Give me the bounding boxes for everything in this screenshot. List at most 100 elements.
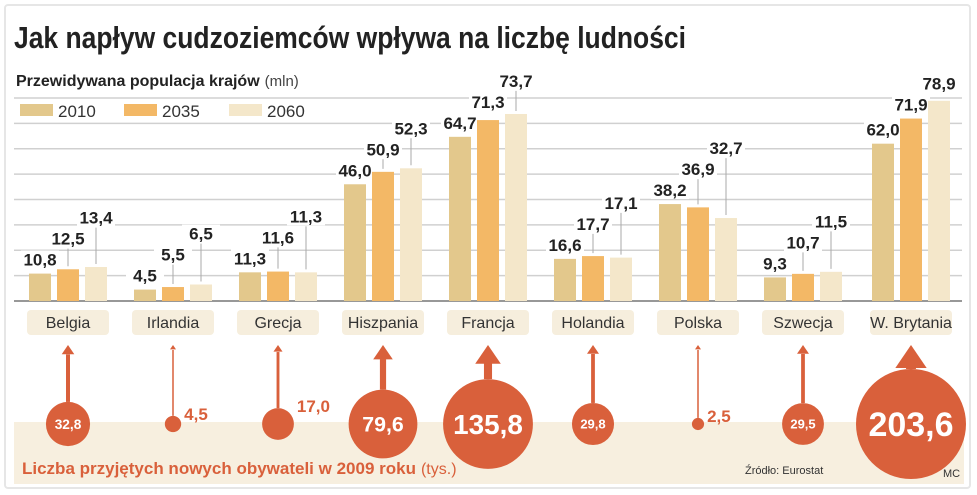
- legend-label: 2035: [162, 102, 200, 121]
- group-holandia: 16,6 17,7 17,1 Holandia: [546, 193, 640, 335]
- label-bg: [182, 224, 220, 243]
- label-bg: [864, 120, 902, 139]
- label-bg: [392, 119, 430, 138]
- arrow-up-icon: [587, 345, 599, 354]
- arrow-up-icon: [895, 345, 927, 368]
- bar-2060: [295, 272, 317, 301]
- bubble-title: Liczba przyjętych nowych obywateli w 200…: [22, 459, 457, 478]
- bar-value-label: 64,7: [443, 114, 476, 133]
- bubble-circle: [571, 402, 615, 446]
- category-box: [237, 310, 319, 335]
- chart-subtitle: Przewidywana populacja krajów (mln): [16, 73, 299, 90]
- bubble-w-brytania: 203,6: [856, 345, 966, 479]
- bar-value-label: 11,5: [815, 212, 847, 231]
- bar-value-label: 78,9: [922, 75, 955, 94]
- bar-value-label: 11,6: [262, 228, 294, 247]
- chart-frame: [4, 4, 971, 489]
- legend-swatch-2035: [124, 104, 157, 116]
- category-label: Grecja: [254, 315, 301, 332]
- group-w-brytania: 62,0 71,9 78,9 W. Brytania: [864, 74, 958, 335]
- category-box: [552, 310, 634, 335]
- category-box: [870, 310, 952, 335]
- bar-value-label: 36,9: [681, 160, 714, 179]
- legend-label: 2010: [58, 102, 96, 121]
- bar-2010: [872, 143, 894, 301]
- bar-2010: [344, 184, 366, 301]
- arrow-up-icon: [170, 345, 176, 350]
- label-bg: [364, 140, 402, 159]
- label-bg: [546, 235, 584, 254]
- bar-2060: [715, 218, 737, 301]
- bar-value-label: 17,1: [604, 194, 637, 213]
- category-box: [657, 310, 739, 335]
- bar-2060: [190, 284, 212, 301]
- bubble-francja: 135,8: [443, 345, 533, 469]
- group-polska: 38,2 36,9 32,7 Polska: [651, 139, 745, 335]
- group-francja: 64,7 71,3 73,7 Francja: [441, 71, 535, 335]
- bar-2060: [610, 257, 632, 301]
- bar-value-label: 46,0: [338, 161, 371, 180]
- label-bg: [77, 208, 115, 227]
- label-bg: [154, 245, 192, 264]
- bar-2010: [659, 204, 681, 301]
- label-bg: [469, 92, 507, 111]
- label-bg: [679, 160, 717, 179]
- bar-2060: [400, 168, 422, 301]
- bubble-value: 17,0: [297, 397, 330, 416]
- bar-2060: [928, 100, 950, 301]
- bar-value-label: 11,3: [234, 249, 266, 268]
- legend-swatch-2060: [229, 104, 262, 116]
- bubble-value: 29,5: [790, 417, 815, 432]
- bar-value-label: 50,9: [366, 140, 399, 159]
- bar-value-label: 9,3: [763, 254, 787, 273]
- bar-2060: [820, 271, 842, 301]
- bar-2060: [85, 266, 107, 301]
- bubble-grecja: 17,0: [262, 345, 330, 440]
- group-irlandia: 4,55,56,5 Irlandia: [126, 224, 220, 335]
- label-bg: [602, 193, 640, 212]
- arrow-up-icon: [373, 345, 393, 360]
- bar-2010: [29, 273, 51, 301]
- bar-2010: [554, 258, 576, 301]
- bubble-circle: [45, 401, 91, 447]
- bar-value-label: 62,0: [866, 121, 899, 140]
- label-bg: [920, 74, 958, 93]
- bubble-hiszpania: 79,6: [348, 345, 418, 459]
- bar-2035: [372, 171, 394, 301]
- group-belgia: 10,8 12,5 13,4 Belgia: [21, 208, 115, 335]
- credit: MC: [943, 468, 960, 480]
- bar-2010: [764, 277, 786, 301]
- label-bg: [784, 233, 822, 252]
- bar-value-label: 12,5: [51, 230, 84, 249]
- bar-value-label: 16,6: [548, 236, 581, 255]
- bar-2035: [687, 207, 709, 301]
- bubble-szwecja: 29,5: [782, 345, 824, 445]
- bubble-circle: [856, 369, 966, 479]
- legend-swatch-2010: [20, 104, 53, 116]
- legend-label: 2060: [267, 102, 305, 121]
- category-box: [762, 310, 844, 335]
- bubble-circle: [691, 417, 705, 431]
- label-bg: [287, 207, 325, 226]
- label-bg: [441, 113, 479, 132]
- label-bg: [336, 161, 374, 180]
- bar-2035: [57, 269, 79, 301]
- bar-value-label: 5,5: [161, 246, 185, 265]
- bar-value-label: 71,3: [471, 93, 504, 112]
- bubble-holandia: 29,8: [571, 345, 615, 446]
- bubble-irlandia: 4,5: [164, 345, 208, 433]
- bar-value-label: 6,5: [189, 225, 213, 244]
- category-label: Hiszpania: [348, 315, 418, 332]
- label-bg: [21, 250, 59, 269]
- bar-2035: [582, 256, 604, 301]
- arrow-up-icon: [61, 345, 75, 355]
- label-bg: [892, 95, 930, 114]
- bar-value-label: 11,3: [290, 207, 322, 226]
- bubble-circle: [782, 403, 824, 445]
- bar-2035: [792, 273, 814, 301]
- bar-value-label: 32,7: [709, 139, 742, 158]
- group-grecja: 11,3 11,6 11,3 Grecja: [231, 207, 325, 335]
- label-bg: [126, 266, 164, 285]
- category-box: [342, 310, 424, 335]
- label-bg: [574, 214, 612, 233]
